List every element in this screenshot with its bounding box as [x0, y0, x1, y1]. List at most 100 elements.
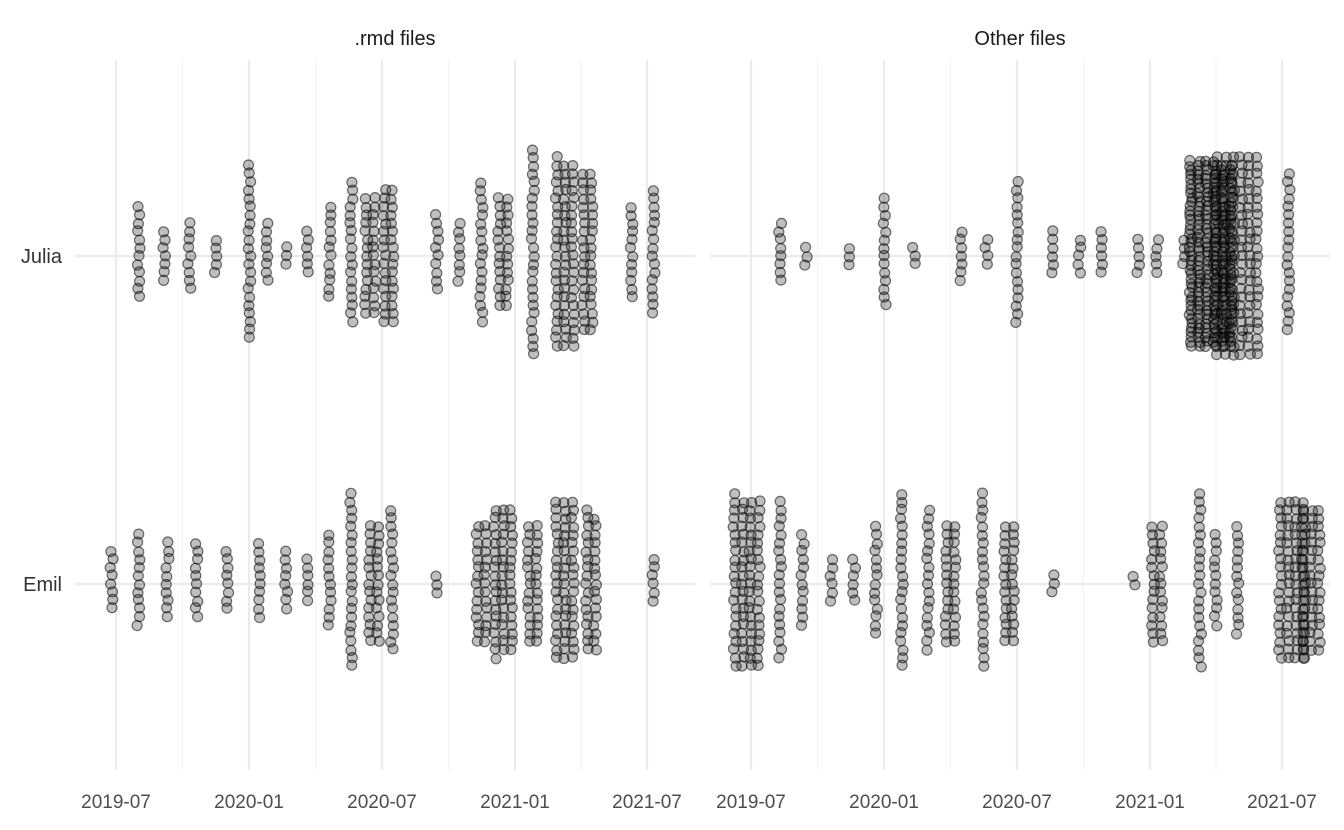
data-point: [1011, 209, 1023, 221]
data-point: [1234, 185, 1246, 197]
data-point: [386, 537, 398, 549]
data-point: [479, 577, 491, 589]
data-point: [738, 497, 750, 509]
data-point: [558, 643, 571, 655]
data-point: [531, 603, 544, 615]
data-point: [626, 266, 638, 278]
data-point: [323, 529, 335, 541]
data-point: [558, 300, 571, 312]
data-point: [565, 241, 578, 253]
data-point: [453, 226, 465, 238]
data-point: [1230, 628, 1243, 640]
data-point: [363, 561, 375, 574]
data-point: [627, 218, 639, 230]
data-point: [430, 209, 442, 221]
data-point: [1312, 628, 1324, 640]
data-point: [368, 225, 380, 237]
data-point: [589, 602, 602, 614]
data-point: [1242, 151, 1255, 163]
data-point: [578, 225, 590, 237]
data-point: [923, 504, 936, 516]
data-point: [878, 257, 890, 270]
data-point: [386, 602, 399, 614]
data-point: [1185, 267, 1197, 279]
data-point: [581, 504, 593, 516]
data-point: [1284, 184, 1296, 196]
data-point: [371, 546, 383, 558]
data-point: [133, 561, 145, 574]
data-point: [590, 593, 603, 606]
data-point: [531, 519, 543, 532]
data-point: [955, 242, 968, 254]
data-point: [754, 504, 766, 517]
data-point: [551, 217, 564, 229]
data-point: [752, 570, 765, 583]
data-point: [754, 495, 766, 507]
data-point: [1155, 545, 1167, 558]
data-point: [430, 217, 443, 229]
data-point: [550, 331, 562, 343]
data-point: [923, 561, 935, 574]
data-point: [727, 521, 739, 533]
data-point: [1012, 283, 1024, 296]
data-point: [243, 234, 255, 246]
data-point: [345, 585, 357, 597]
data-point: [1251, 160, 1263, 172]
data-point: [567, 299, 580, 311]
data-point: [729, 488, 741, 500]
data-point: [1283, 275, 1296, 287]
data-point: [1193, 611, 1205, 624]
data-point: [976, 594, 988, 606]
data-point: [743, 569, 756, 581]
data-point: [922, 569, 935, 582]
data-point: [566, 275, 578, 287]
data-point: [1211, 159, 1223, 171]
data-point: [500, 290, 512, 302]
data-point: [977, 618, 989, 630]
data-point: [775, 274, 787, 286]
data-point: [471, 595, 483, 607]
data-point: [1251, 243, 1263, 255]
data-point: [585, 242, 597, 254]
data-point: [475, 218, 487, 230]
data-point: [870, 528, 883, 540]
data-point: [1298, 586, 1310, 598]
data-point: [344, 233, 357, 245]
data-point: [496, 619, 508, 631]
data-point: [367, 282, 380, 294]
data-point: [477, 306, 489, 318]
data-point: [531, 562, 543, 574]
data-point: [242, 184, 255, 197]
data-point: [385, 209, 397, 222]
data-point: [1306, 505, 1319, 517]
data-point: [736, 520, 748, 532]
data-point: [385, 546, 397, 558]
data-point: [432, 234, 445, 246]
data-point: [1296, 529, 1308, 541]
data-point: [878, 243, 890, 255]
data-point: [377, 201, 390, 213]
data-point: [1236, 274, 1248, 286]
data-point: [488, 627, 500, 639]
data-point: [774, 593, 787, 606]
data-point: [497, 512, 509, 524]
data-point: [1194, 569, 1206, 581]
data-point: [579, 217, 591, 229]
data-point: [1252, 323, 1264, 335]
data-point: [323, 562, 335, 575]
data-point: [847, 553, 859, 566]
data-point: [1147, 636, 1160, 648]
data-point: [1012, 217, 1024, 229]
data-point: [1192, 635, 1205, 647]
data-point: [345, 266, 357, 278]
data-point: [506, 529, 519, 542]
data-point: [560, 323, 572, 335]
data-point: [976, 521, 989, 533]
x-tick-label: 2021-01: [480, 792, 550, 813]
data-point: [132, 536, 144, 548]
data-point: [774, 626, 786, 639]
data-point: [344, 210, 356, 222]
data-point: [1147, 537, 1159, 549]
data-point: [949, 611, 962, 623]
data-point: [385, 520, 397, 533]
